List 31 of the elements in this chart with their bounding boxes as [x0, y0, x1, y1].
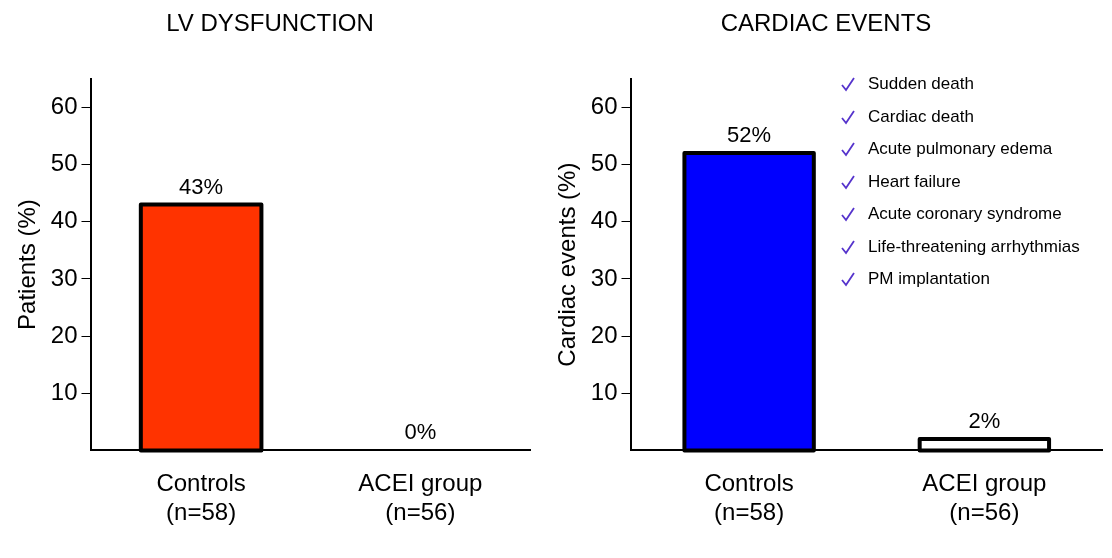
- x-tick-label: Controls (n=58): [156, 469, 246, 526]
- y-tick-label: 40: [590, 206, 618, 234]
- data-label: 52%: [727, 122, 772, 148]
- y-tick-label: 40: [50, 206, 78, 234]
- chart-title: LV DYSFUNCTION: [166, 9, 374, 37]
- annotation: Acute pulmonary edema: [868, 139, 1053, 160]
- y-tick-label: 30: [50, 263, 78, 291]
- y-axis-title: Cardiac events (%): [553, 162, 581, 367]
- y-tick-label: 10: [590, 377, 618, 405]
- y-tick-label: 20: [50, 320, 78, 348]
- annotation: Heart failure: [868, 171, 961, 192]
- y-tick-label: 60: [50, 92, 78, 120]
- x-tick-label: ACEI group (n=56): [922, 469, 1047, 526]
- data-label: 2%: [968, 408, 1001, 434]
- y-tick-label: 60: [590, 92, 618, 120]
- chart-title: CARDIAC EVENTS: [720, 9, 932, 37]
- annotation: Acute coronary syndrome: [868, 204, 1062, 225]
- y-axis-title: Patients (%): [13, 199, 41, 330]
- y-tick-label: 10: [50, 377, 78, 405]
- annotation: Life-threatening arrhythmias: [868, 236, 1080, 257]
- annotation: Cardiac death: [868, 106, 974, 127]
- y-tick-label: 20: [590, 320, 618, 348]
- y-tick-label: 50: [50, 149, 78, 177]
- data-label: 43%: [179, 173, 224, 199]
- x-tick-label: ACEI group (n=56): [358, 469, 483, 526]
- y-tick-label: 50: [590, 149, 618, 177]
- x-tick-label: Controls (n=58): [704, 469, 794, 526]
- y-tick-label: 30: [590, 263, 618, 291]
- annotation: Sudden death: [868, 74, 974, 95]
- annotation: PM implantation: [868, 269, 990, 290]
- data-label: 0%: [404, 419, 437, 445]
